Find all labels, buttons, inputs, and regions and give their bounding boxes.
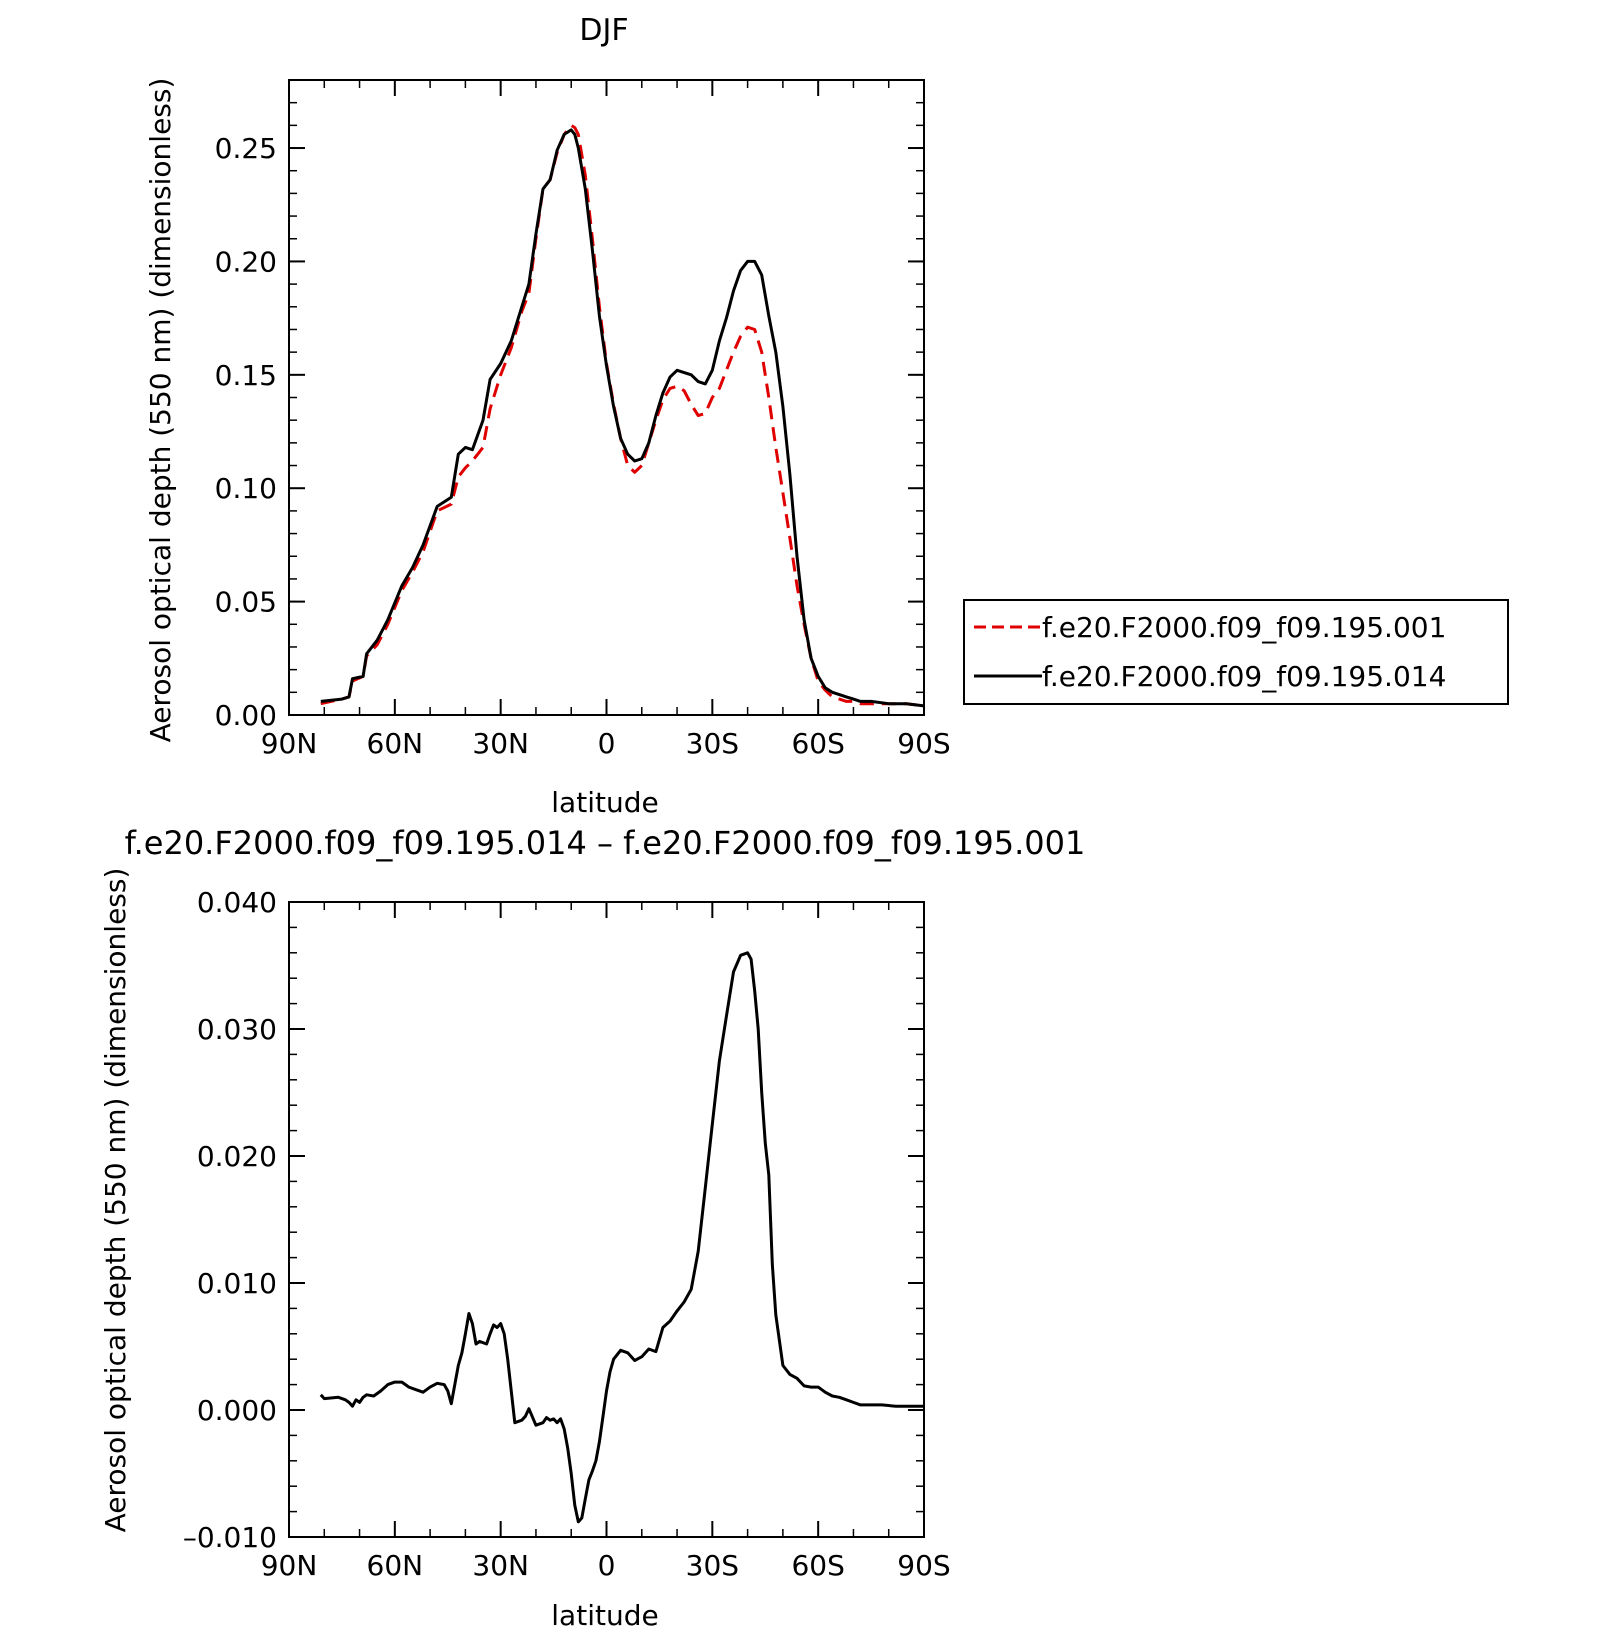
x-tick-label: 60S <box>791 727 844 760</box>
series-line-1 <box>319 951 924 1524</box>
y-tick-label: 0.15 <box>215 359 277 392</box>
series-line-1 <box>320 123 925 708</box>
series-group <box>319 951 924 1524</box>
axis-ticks: 90N 60N 30N 0 30S 60S 90S 0.00 0.05 0.10 0.15 0.20 0… <box>215 79 951 760</box>
series-line-2 <box>320 128 925 708</box>
x-tick-label: 90S <box>897 727 950 760</box>
x-tick-label: 30N <box>472 727 529 760</box>
series-group <box>320 123 925 708</box>
x-tick-label: 30N <box>472 1549 529 1582</box>
legend: f.e20.F2000.f09_f09.195.001 f.e20.F2000.… <box>963 599 1509 705</box>
x-axis-label: latitude <box>551 786 658 819</box>
y-tick-label: 0.25 <box>215 132 277 165</box>
axis-ticks: 90N 60N 30N 0 30S 60S 90S –0.010 0.000 0.010 0.020… <box>183 886 951 1582</box>
x-tick-label: 60S <box>791 1549 844 1582</box>
legend-box <box>963 599 1509 705</box>
x-tick-label: 90S <box>897 1549 950 1582</box>
x-axis-label: latitude <box>551 1599 658 1632</box>
y-tick-label: 0.020 <box>197 1140 277 1173</box>
chart-title: DJF <box>579 13 628 48</box>
x-tick-label: 0 <box>598 727 616 760</box>
y-axis-label: Aerosol optical depth (550 nm) (dimensio… <box>144 78 177 743</box>
y-axis-label: Aerosol optical depth (550 nm) (dimensio… <box>99 868 132 1533</box>
y-tick-label: 0.05 <box>215 586 277 619</box>
x-tick-label: 0 <box>598 1549 616 1582</box>
x-tick-label: 90N <box>261 1549 318 1582</box>
legend-label-series-1: f.e20.F2000.f09_f09.195.001 <box>1042 611 1446 644</box>
x-tick-label: 60N <box>367 727 424 760</box>
top-line-chart: DJF Aerosol optical depth (550 nm) (dime… <box>144 13 1509 819</box>
y-tick-label: 0.030 <box>197 1013 277 1046</box>
y-tick-label: 0.10 <box>215 472 277 505</box>
y-tick-label: 0.000 <box>197 1394 277 1427</box>
x-tick-label: 30S <box>686 727 739 760</box>
x-tick-label: 30S <box>686 1549 739 1582</box>
y-tick-label: 0.010 <box>197 1267 277 1300</box>
plot-frame <box>288 901 925 1538</box>
y-tick-label: –0.010 <box>183 1521 277 1554</box>
plot-frame <box>288 79 925 716</box>
y-tick-label: 0.00 <box>215 699 277 732</box>
chart-title: f.e20.F2000.f09_f09.195.014 – f.e20.F200… <box>125 824 1086 862</box>
y-tick-label: 0.20 <box>215 245 277 278</box>
y-tick-label: 0.040 <box>197 886 277 919</box>
bottom-line-chart: f.e20.F2000.f09_f09.195.014 – f.e20.F200… <box>99 824 1085 1632</box>
legend-label-series-2: f.e20.F2000.f09_f09.195.014 <box>1042 660 1446 693</box>
x-tick-label: 90N <box>261 727 318 760</box>
x-tick-label: 60N <box>367 1549 424 1582</box>
